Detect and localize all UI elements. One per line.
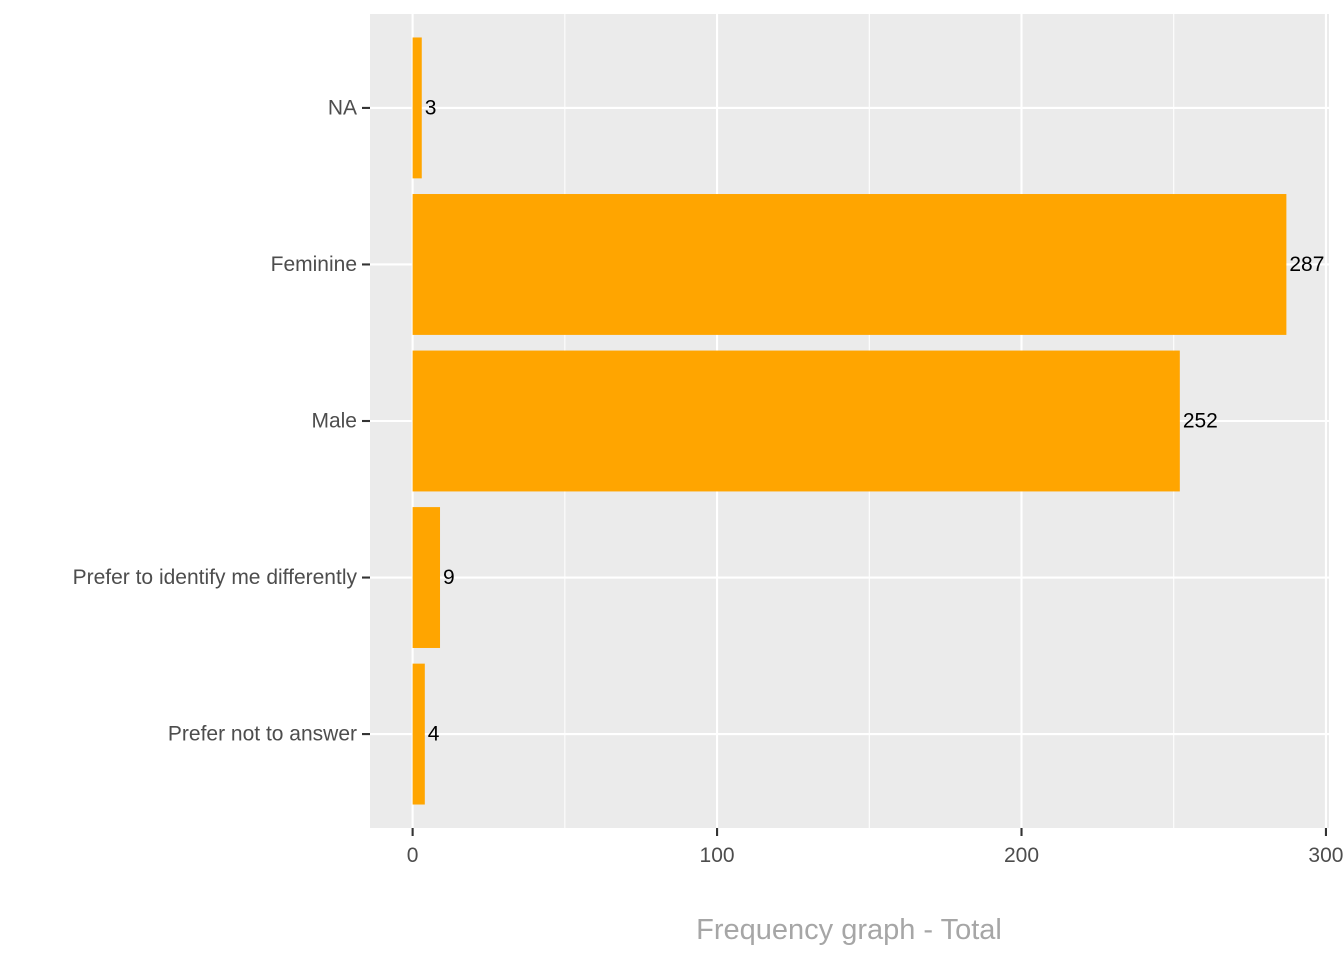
y-tick-label: Feminine: [271, 253, 357, 276]
bar: [412, 37, 422, 179]
data-label: 252: [1183, 410, 1218, 433]
x-tick-label: 300: [1308, 844, 1343, 867]
bars: [412, 37, 1287, 805]
y-tick-label: Prefer not to answer: [168, 723, 357, 746]
y-tick-label: Male: [311, 410, 357, 433]
x-tick-label: 0: [407, 844, 419, 867]
bar: [412, 350, 1180, 492]
x-axis: 0 100 200 300: [407, 828, 1343, 867]
data-label: 4: [428, 723, 440, 746]
data-label: 3: [425, 96, 437, 119]
y-tick-label: Prefer to identify me differently: [73, 566, 358, 589]
x-tick-label: 100: [700, 844, 735, 867]
x-axis-title: Frequency graph - Total: [696, 914, 1002, 946]
y-axis: NA Feminine Male Prefer to identify me diff…: [73, 96, 370, 746]
data-label: 287: [1289, 253, 1324, 276]
bar: [412, 663, 425, 805]
x-tick-label: 200: [1004, 844, 1039, 867]
bar: [412, 194, 1287, 335]
data-label: 9: [443, 566, 455, 589]
data-labels: 3 287 252 9 4: [425, 96, 1325, 745]
bar: [412, 507, 441, 648]
y-tick-label: NA: [328, 96, 357, 119]
